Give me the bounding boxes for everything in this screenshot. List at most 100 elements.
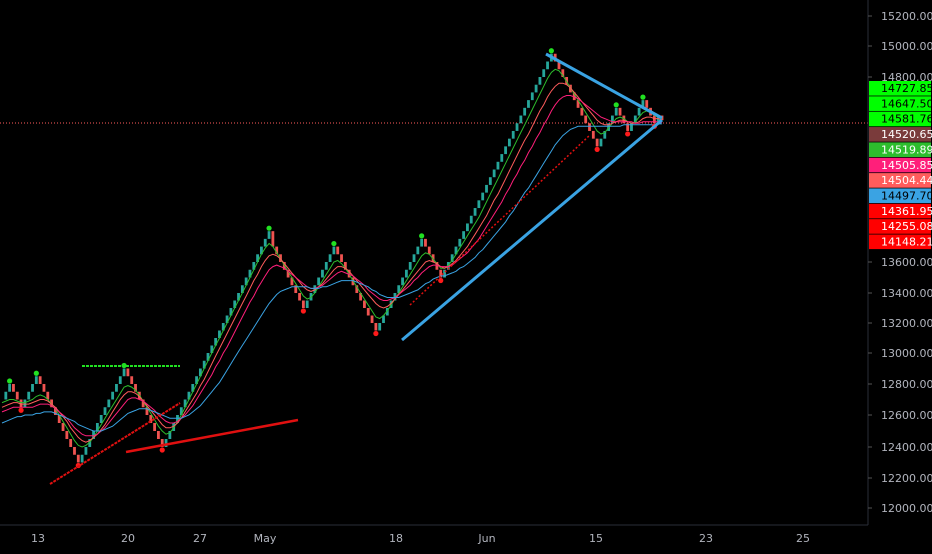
renko-brick xyxy=(271,231,275,247)
renko-brick xyxy=(107,399,111,408)
renko-brick xyxy=(160,439,164,447)
pivot-low-marker xyxy=(438,277,444,284)
renko-brick xyxy=(237,293,240,301)
renko-brick xyxy=(641,100,645,108)
renko-brick xyxy=(183,399,187,408)
renko-brick xyxy=(38,376,42,384)
price-tick-label: 13600.00 xyxy=(881,256,932,269)
renko-brick xyxy=(481,192,485,201)
renko-brick xyxy=(652,115,656,124)
renko-brick xyxy=(149,415,153,423)
renko-brick xyxy=(164,439,168,447)
pivot-high-marker xyxy=(266,225,272,231)
price-tag-bg xyxy=(869,203,931,219)
price-tick-label: 12200.00 xyxy=(881,472,932,485)
time-tick-label: 23 xyxy=(699,532,713,545)
renko-brick xyxy=(103,407,107,415)
renko-brick xyxy=(378,323,382,331)
renko-brick xyxy=(210,345,214,353)
renko-brick xyxy=(130,376,134,384)
renko-brick xyxy=(343,262,347,270)
renko-brick xyxy=(12,384,15,392)
renko-brick xyxy=(42,384,46,392)
renko-brick xyxy=(118,376,122,384)
renko-brick xyxy=(607,123,610,131)
renko-brick xyxy=(622,115,626,124)
price-tag-bg xyxy=(869,157,931,173)
renko-brick xyxy=(443,269,446,278)
time-tick-label: 20 xyxy=(121,532,135,545)
renko-brick xyxy=(588,123,591,131)
renko-brick xyxy=(294,285,298,293)
renko-brick xyxy=(527,100,530,108)
renko-brick xyxy=(328,254,332,262)
renko-brick xyxy=(404,269,408,278)
price-tag-bg xyxy=(869,173,931,188)
renko-brick xyxy=(637,107,641,116)
renko-brick xyxy=(412,254,416,262)
renko-brick xyxy=(191,384,195,392)
price-tick-label: 15000.00 xyxy=(881,40,932,53)
price-tag-label: 14148.21 xyxy=(881,236,932,249)
renko-brick xyxy=(519,115,523,124)
renko-brick xyxy=(229,308,233,316)
renko-brick xyxy=(382,315,385,323)
renko-brick xyxy=(111,391,115,400)
renko-brick xyxy=(34,376,38,384)
renko-brick xyxy=(332,246,336,255)
renko-brick xyxy=(256,254,260,262)
price-tag-bg xyxy=(869,111,931,127)
renko-brick xyxy=(31,384,34,392)
red-support-line xyxy=(49,402,181,485)
renko-brick xyxy=(324,262,328,270)
renko-brick xyxy=(27,391,31,400)
renko-brick xyxy=(305,300,309,308)
time-axis[interactable]: 13 20 27 May 18 Jun 15 23 25 xyxy=(0,524,868,550)
renko-brick xyxy=(15,391,19,400)
time-tick-label: Jun xyxy=(477,532,495,545)
moving-average-line xyxy=(1,68,663,448)
pivot-high-marker xyxy=(33,370,39,376)
price-tag-bg xyxy=(869,81,931,96)
price-tag-label: 14727.85 xyxy=(881,82,932,95)
price-tag-label: 14504.44 xyxy=(881,174,932,187)
price-tick-label: 12800.00 xyxy=(881,378,932,391)
renko-brick xyxy=(80,454,84,463)
renko-brick xyxy=(645,100,649,108)
pivot-high-marker xyxy=(331,240,337,247)
renko-brick xyxy=(496,161,500,170)
price-tick-label: 14800.00 xyxy=(881,71,932,84)
support-trendline xyxy=(401,118,663,342)
renko-brick xyxy=(267,231,271,239)
renko-brick xyxy=(73,447,76,455)
pivot-low-marker xyxy=(18,407,24,413)
price-tag-label: 14255.08 xyxy=(881,220,932,233)
renko-brick xyxy=(65,431,69,439)
price-tag-bg xyxy=(869,219,931,234)
pivot-high-marker xyxy=(419,233,425,239)
renko-brick xyxy=(176,415,179,423)
renko-brick xyxy=(359,293,363,301)
time-tick-label: 27 xyxy=(193,532,207,545)
time-tick-label: 13 xyxy=(31,532,45,545)
price-tick-label: 15200.00 xyxy=(881,10,932,23)
renko-brick xyxy=(485,184,488,193)
renko-brick xyxy=(84,447,88,455)
renko-brick xyxy=(370,315,374,323)
price-tick-label: 13400.00 xyxy=(881,287,932,300)
price-tags: 14727.85 14647.50 14581.76 14520.65 14519.89… xyxy=(869,81,932,250)
renko-brick xyxy=(301,300,305,308)
renko-brick xyxy=(488,177,492,185)
renko-brick xyxy=(195,376,198,384)
renko-brick xyxy=(511,130,515,139)
renko-brick xyxy=(507,138,511,147)
renko-brick xyxy=(534,84,538,93)
renko-brick xyxy=(557,61,561,70)
pivot-low-marker xyxy=(373,330,379,337)
renko-brick xyxy=(179,407,183,415)
renko-brick xyxy=(576,100,580,108)
moving-average-line xyxy=(1,95,663,437)
renko-brick xyxy=(88,439,92,447)
